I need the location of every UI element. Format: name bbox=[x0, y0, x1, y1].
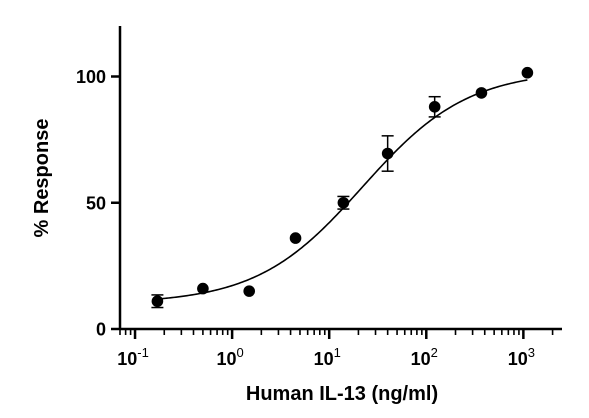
x-tick-label: 100 bbox=[216, 345, 243, 369]
x-tick-label: 102 bbox=[411, 345, 438, 369]
data-point bbox=[197, 282, 209, 295]
y-tick-label: 100 bbox=[76, 67, 106, 87]
y-tick-label: 50 bbox=[86, 193, 106, 213]
axes bbox=[118, 26, 562, 331]
data-point bbox=[475, 87, 488, 99]
data-point bbox=[289, 232, 302, 244]
y-axis-title: % Response bbox=[31, 119, 53, 238]
data-point bbox=[151, 295, 164, 308]
y-tick-label: 0 bbox=[96, 320, 106, 340]
x-tick-label: 101 bbox=[314, 345, 341, 369]
x-tick-label: 10-1 bbox=[117, 345, 149, 369]
data-point bbox=[428, 101, 441, 113]
fit-curve bbox=[157, 79, 528, 300]
x-ticks: 10-1 100 101 102 103 bbox=[117, 329, 554, 369]
data-point bbox=[243, 285, 256, 297]
x-tick-label: 103 bbox=[508, 345, 535, 369]
data-point bbox=[381, 147, 394, 160]
data-points bbox=[151, 66, 534, 309]
data-point bbox=[337, 196, 350, 209]
data-point bbox=[521, 66, 534, 79]
x-axis-title: Human IL-13 (ng/ml) bbox=[246, 383, 438, 405]
y-ticks: 0 50 100 bbox=[76, 67, 120, 340]
